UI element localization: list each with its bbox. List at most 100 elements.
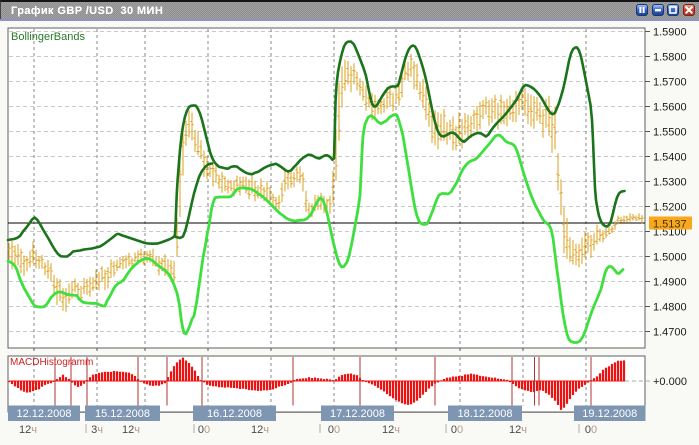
ohlc-bar — [106, 267, 110, 289]
ohlc-bar — [577, 243, 581, 268]
macd-bar — [232, 381, 236, 388]
time-label: 12ч — [509, 424, 527, 436]
macd-bar — [22, 381, 26, 392]
ohlc-bar — [595, 224, 599, 245]
window-title: График GBP /USD 30 МИН — [11, 5, 164, 17]
macd-bar — [523, 381, 527, 391]
macd-bar — [118, 371, 122, 381]
price-axis-label: 1.5400 — [653, 152, 687, 164]
min-button-icon — [651, 4, 664, 16]
macd-bar — [484, 376, 488, 381]
macd-bar — [202, 381, 206, 383]
macd-bar — [211, 381, 215, 387]
minimize-button[interactable] — [651, 4, 664, 16]
ohlc-bar — [601, 230, 605, 243]
ohlc-bar — [91, 277, 95, 291]
pause-button[interactable] — [636, 4, 648, 16]
macd-bar — [460, 375, 464, 381]
close-button[interactable] — [683, 4, 695, 16]
macd-bar — [439, 380, 443, 381]
macd-bar — [400, 381, 404, 404]
macd-bar — [418, 381, 422, 399]
macd-bar — [343, 374, 347, 381]
ohlc-bar — [610, 226, 614, 233]
ohlc-bar — [361, 81, 365, 101]
ohlc-bar — [97, 272, 101, 291]
macd-bar — [619, 360, 623, 381]
macd-bar — [226, 381, 230, 388]
macd-bar — [247, 381, 251, 391]
ohlc-bar — [583, 231, 587, 258]
macd-bar — [373, 381, 377, 386]
ohlc-bar — [214, 164, 218, 183]
macd-bar — [76, 381, 80, 387]
ohlc-bar — [289, 172, 293, 188]
macd-bar — [385, 381, 389, 395]
date-chip — [8, 405, 80, 421]
title-bar[interactable]: График GBP /USD 30 МИН — [0, 0, 699, 19]
macd-bar — [190, 366, 194, 381]
time-label: 12ч — [122, 424, 140, 436]
macd-bar — [217, 381, 221, 388]
date-chip — [85, 405, 160, 421]
macd-bar — [487, 377, 491, 381]
ohlc-bar — [394, 86, 398, 103]
bollinger-label: BollingerBands — [11, 31, 85, 43]
ohlc-bar — [49, 263, 53, 282]
ohlc-bar — [22, 255, 26, 277]
macd-bar — [595, 376, 599, 381]
ohlc-bar — [301, 172, 305, 192]
macd-bar — [424, 381, 428, 392]
macd-bar — [79, 381, 83, 386]
ohlc-bar — [31, 241, 35, 264]
ohlc-bar — [298, 166, 302, 184]
ohlc-bar — [502, 101, 506, 125]
ohlc-bar — [127, 252, 131, 267]
macd-bar — [472, 374, 476, 381]
macd-bar — [142, 381, 146, 384]
pause-button-icon — [636, 4, 648, 16]
macd-bar — [259, 381, 263, 391]
ohlc-bar — [427, 102, 431, 127]
time-label: 3ч — [91, 424, 103, 436]
macd-bar — [496, 378, 500, 381]
macd-bar — [415, 381, 419, 401]
macd-bar — [454, 376, 458, 381]
macd-bar — [298, 378, 302, 381]
ohlc-bar — [115, 259, 119, 272]
price-axis-label: 1.4800 — [653, 302, 687, 314]
macd-bar — [481, 376, 485, 381]
macd-bar — [28, 381, 32, 393]
close-button-icon — [683, 4, 695, 16]
ohlc-bar — [337, 82, 341, 141]
ohlc-bar — [418, 81, 422, 101]
ohlc-bar — [187, 110, 191, 138]
ohlc-bar — [130, 257, 134, 268]
ohlc-bar — [634, 215, 638, 221]
date-chip — [574, 405, 646, 421]
macd-bar — [391, 381, 395, 399]
price-axis-label: 1.4900 — [653, 277, 687, 289]
ohlc-bar — [388, 87, 392, 106]
macd-bar — [529, 381, 533, 392]
macd-bar — [394, 381, 398, 401]
macd-bar — [337, 376, 341, 381]
time-label: 00 — [585, 424, 597, 436]
macd-bar — [235, 381, 239, 389]
macd-bar — [364, 381, 368, 383]
ohlc-bar — [565, 218, 569, 259]
macd-bar — [448, 377, 452, 381]
macd-bar — [550, 381, 554, 398]
macd-bar — [106, 371, 110, 381]
ohlc-bar — [16, 244, 20, 266]
macd-bar — [172, 366, 176, 381]
macd-bar — [256, 381, 260, 391]
macd-bar — [100, 372, 104, 381]
macd-bar — [148, 381, 152, 386]
macd-bar — [562, 381, 566, 408]
macd-bar — [115, 371, 119, 381]
macd-bar — [520, 381, 524, 390]
maximize-button[interactable] — [667, 4, 679, 16]
